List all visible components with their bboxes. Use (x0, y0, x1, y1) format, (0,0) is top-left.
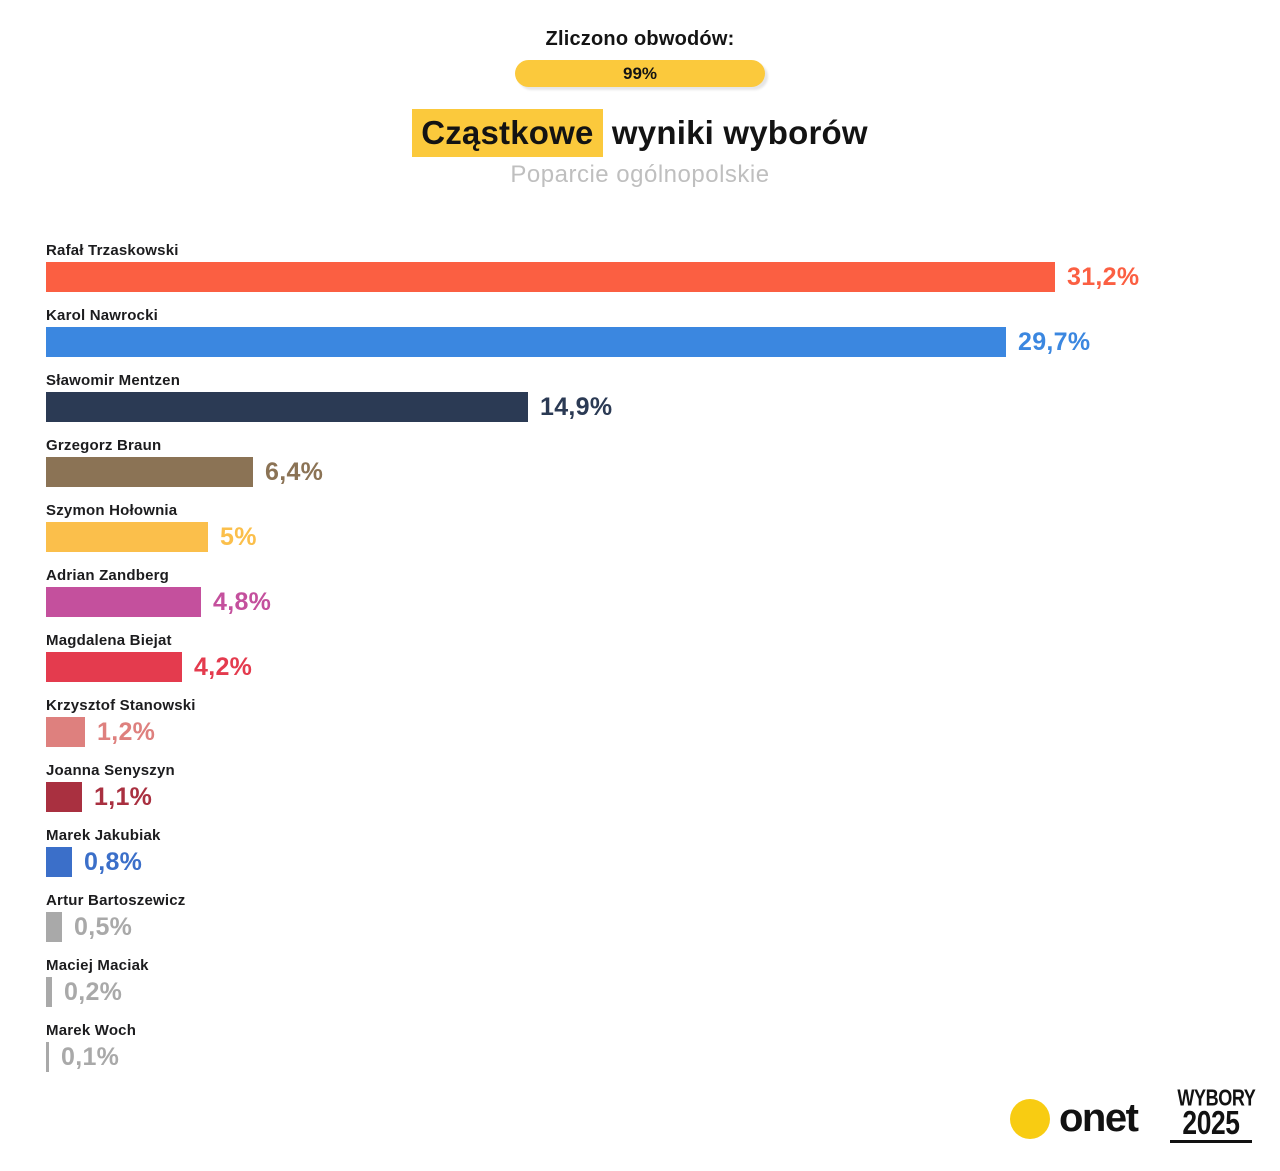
bar-line: 5% (46, 522, 1246, 552)
bar-fill (46, 782, 82, 812)
bar-line: 0,1% (46, 1042, 1246, 1072)
candidate-name: Szymon Hołownia (46, 502, 178, 519)
bar-value-label: 5% (220, 522, 257, 551)
bar-row: Maciej Maciak 0,2% (46, 958, 1246, 1023)
page-title-rest: wyniki wyborów (602, 114, 868, 151)
counted-precincts-progress-pill: 99% (515, 60, 765, 87)
bar-value-label: 1,2% (97, 717, 156, 746)
bar-row: Marek Woch 0,1% (46, 1023, 1246, 1088)
bar-row: Adrian Zandberg 4,8% (46, 568, 1246, 633)
bar-line: 4,2% (46, 652, 1246, 682)
bar-line: 29,7% (46, 327, 1246, 357)
candidate-name: Adrian Zandberg (46, 567, 170, 584)
candidate-name: Magdalena Biejat (46, 632, 172, 649)
bar-row: Joanna Senyszyn 1,1% (46, 763, 1246, 828)
bar-value-label: 4,8% (213, 587, 272, 616)
candidate-name: Artur Bartoszewicz (46, 892, 186, 909)
candidate-name: Karol Nawrocki (46, 307, 159, 324)
bar-row: Marek Jakubiak 0,8% (46, 828, 1246, 893)
counted-precincts-label: Zliczono obwodów: (545, 28, 735, 50)
bar-chart: Rafał Trzaskowski 31,2% Karol Nawrocki 29,7… (46, 243, 1246, 1088)
wybory-logo-underline (1170, 1140, 1252, 1143)
onet-logo-text: onet (1059, 1096, 1139, 1140)
bar-fill (46, 652, 182, 682)
bar-line: 6,4% (46, 457, 1246, 487)
bar-line: 0,8% (46, 847, 1246, 877)
bar-line: 14,9% (46, 392, 1246, 422)
bar-fill (46, 717, 85, 747)
page-title-highlight: Cząstkowe (412, 109, 603, 157)
wybory-2025-logo: WYBORY 2025 (1170, 1084, 1256, 1143)
bar-fill (46, 457, 253, 487)
bar-fill (46, 847, 72, 877)
bar-value-label: 1,1% (94, 782, 153, 811)
bar-fill (46, 587, 201, 617)
candidate-name: Rafał Trzaskowski (46, 242, 179, 259)
onet-circle-icon (1010, 1098, 1050, 1139)
wybory-logo-line2: 2025 (1182, 1103, 1240, 1142)
bar-row: Grzegorz Braun 6,4% (46, 438, 1246, 503)
bar-fill (46, 262, 1055, 292)
bar-row: Artur Bartoszewicz 0,5% (46, 893, 1246, 958)
bar-fill (46, 912, 62, 942)
bar-line: 4,8% (46, 587, 1246, 617)
bar-fill (46, 327, 1006, 357)
bar-value-label: 0,2% (64, 977, 123, 1006)
candidate-name: Grzegorz Braun (46, 437, 162, 454)
bar-fill (46, 1042, 49, 1072)
wybory-logo-line1: WYBORY (1177, 1084, 1256, 1111)
bar-line: 1,1% (46, 782, 1246, 812)
bar-fill (46, 392, 528, 422)
bar-row: Karol Nawrocki 29,7% (46, 308, 1246, 373)
page-title: Cząstkowe wyniki wyborów (0, 109, 1280, 157)
bar-value-label: 0,8% (84, 847, 143, 876)
bar-row: Sławomir Mentzen 14,9% (46, 373, 1246, 438)
bar-value-label: 31,2% (1067, 262, 1140, 291)
bar-line: 0,2% (46, 977, 1246, 1007)
bar-value-label: 0,5% (74, 912, 133, 941)
header: Zliczono obwodów: 99% Cząstkowe wyniki w… (0, 0, 1280, 189)
bar-row: Magdalena Biejat 4,2% (46, 633, 1246, 698)
bar-fill (46, 977, 52, 1007)
candidate-name: Maciej Maciak (46, 957, 149, 974)
candidate-name: Marek Woch (46, 1022, 137, 1039)
candidate-name: Marek Jakubiak (46, 827, 161, 844)
bar-value-label: 6,4% (265, 457, 324, 486)
bar-value-label: 14,9% (540, 392, 613, 421)
bar-line: 31,2% (46, 262, 1246, 292)
onet-logo: onet (1010, 1096, 1139, 1141)
bar-value-label: 4,2% (194, 652, 253, 681)
bar-row: Szymon Hołownia 5% (46, 503, 1246, 568)
bar-line: 1,2% (46, 717, 1246, 747)
bar-value-label: 29,7% (1018, 327, 1091, 356)
page-subtitle: Poparcie ogólnopolskie (510, 161, 770, 188)
candidate-name: Krzysztof Stanowski (46, 697, 196, 714)
bar-row: Krzysztof Stanowski 1,2% (46, 698, 1246, 763)
candidate-name: Sławomir Mentzen (46, 372, 181, 389)
bar-value-label: 0,1% (61, 1042, 120, 1071)
bar-line: 0,5% (46, 912, 1246, 942)
bar-fill (46, 522, 208, 552)
bar-row: Rafał Trzaskowski 31,2% (46, 243, 1246, 308)
candidate-name: Joanna Senyszyn (46, 762, 175, 779)
